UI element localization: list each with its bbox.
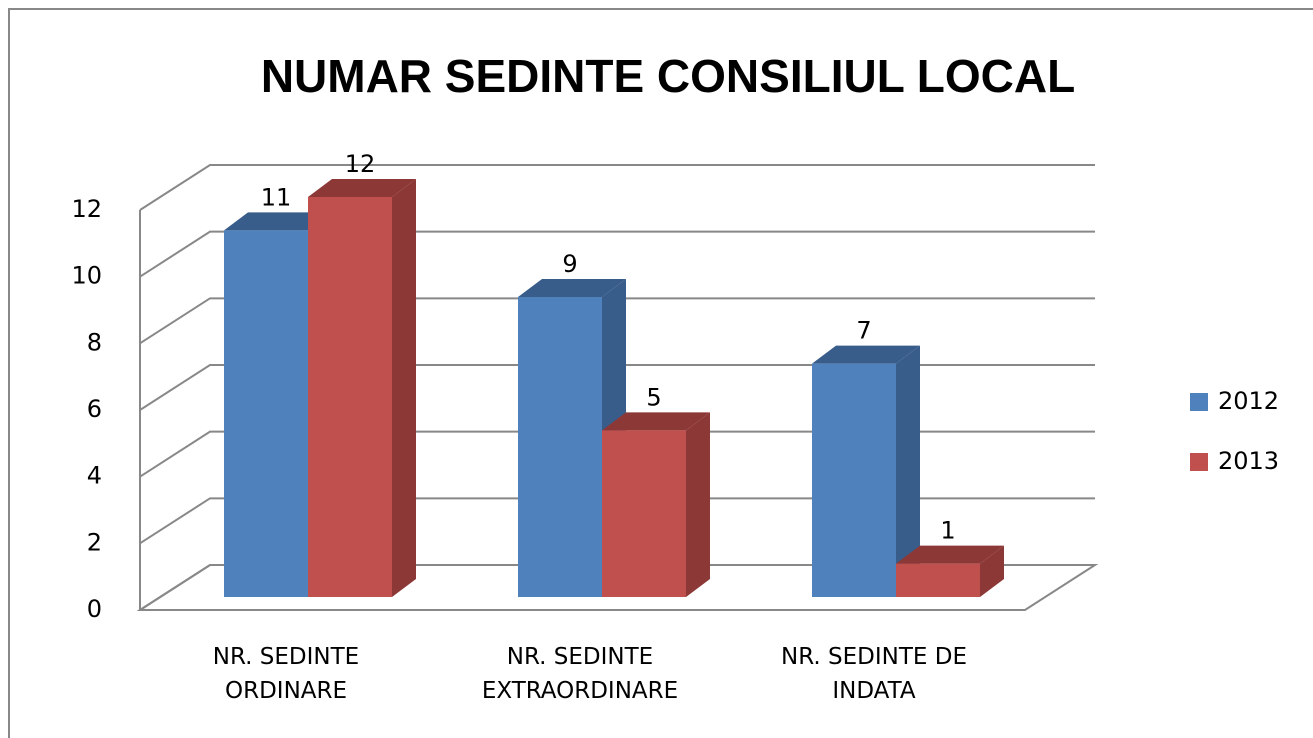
x-tick-label: NR. SEDINTE EXTRAORDINARE (481, 644, 679, 704)
bar (308, 179, 416, 597)
chart-title: NUMAR SEDINTE CONSILIUL LOCAL (261, 50, 1075, 102)
x-tick-label: NR. SEDINTE ORDINARE (212, 644, 360, 704)
grid-line (139, 430, 1095, 478)
data-label: 5 (646, 383, 661, 411)
y-tick-label: 4 (87, 462, 102, 490)
data-label: 12 (345, 150, 376, 178)
bar (896, 545, 1004, 597)
y-tick-label: 12 (71, 195, 102, 223)
grid-line (139, 230, 1095, 278)
legend-label: 2013 (1218, 447, 1279, 475)
grid-line (139, 297, 1095, 345)
y-tick-label: 6 (87, 395, 102, 423)
y-tick-label: 0 (87, 595, 102, 623)
y-tick-label: 8 (87, 328, 102, 356)
legend-label: 2012 (1218, 387, 1279, 415)
grid-line (139, 364, 1095, 411)
chart-border (8, 8, 1313, 738)
data-label: 11 (261, 183, 292, 211)
y-tick-label: 10 (71, 262, 102, 290)
y-tick-label: 2 (87, 528, 102, 556)
data-label: 9 (562, 250, 577, 278)
data-label: 7 (856, 317, 871, 345)
grid-line (139, 497, 1095, 545)
x-tick-label: NR. SEDINTE DE INDATA (781, 644, 967, 704)
grid-line (139, 164, 1095, 211)
bar (812, 345, 920, 597)
legend-swatch (1190, 453, 1208, 471)
grid-line (139, 564, 1095, 611)
bar (602, 412, 710, 597)
legend-swatch (1190, 393, 1208, 411)
data-label: 1 (940, 517, 955, 545)
